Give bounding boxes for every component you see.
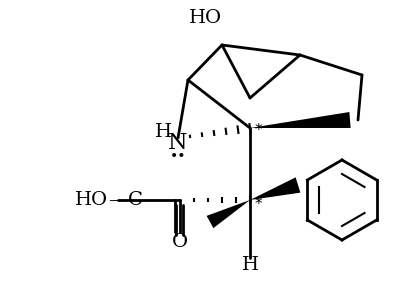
Polygon shape: [206, 200, 250, 228]
Polygon shape: [250, 178, 301, 200]
Text: HO: HO: [75, 191, 108, 209]
Text: ••: ••: [170, 150, 186, 164]
Text: O: O: [172, 233, 188, 251]
Text: *: *: [254, 122, 262, 137]
Text: *: *: [254, 197, 262, 212]
Text: HO: HO: [189, 9, 222, 27]
Text: H: H: [242, 256, 258, 274]
Text: H: H: [155, 123, 171, 141]
Text: N: N: [168, 132, 188, 154]
Text: —: —: [108, 191, 128, 209]
Polygon shape: [250, 112, 351, 128]
Text: C: C: [127, 191, 143, 209]
